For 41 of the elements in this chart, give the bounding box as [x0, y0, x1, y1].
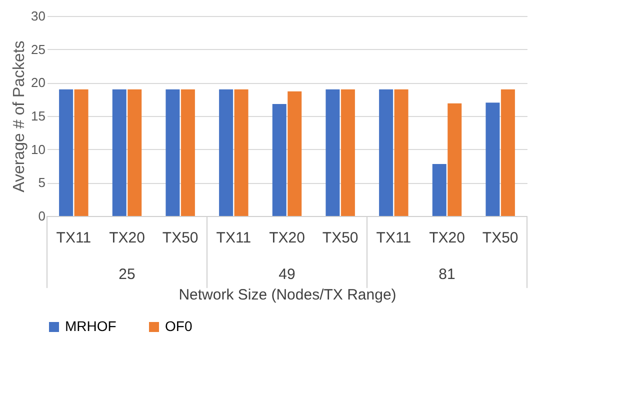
- x-tick-label: TX50: [482, 230, 518, 246]
- bar: [272, 104, 286, 216]
- bar: [340, 89, 355, 216]
- x-tick-label: TX20: [429, 230, 465, 246]
- text: 49: [278, 266, 296, 283]
- legend-label: OF0: [165, 318, 192, 334]
- y-tick-label: 15: [31, 108, 46, 124]
- x-tick-label: TX20: [109, 230, 145, 246]
- text: 25: [118, 266, 136, 283]
- bar: [234, 89, 248, 216]
- bar: [288, 91, 302, 216]
- bar: [112, 89, 126, 216]
- bar: [326, 89, 340, 216]
- x-tick-label: TX50: [322, 230, 358, 246]
- y-tick-label: 30: [31, 8, 46, 24]
- legend-label: MRHOF: [65, 318, 116, 334]
- bar: [59, 89, 74, 216]
- bar: [180, 89, 195, 216]
- y-axis-title: Average # of Packets: [11, 40, 28, 192]
- bar: [74, 89, 88, 216]
- bar: [448, 103, 462, 216]
- y-tick-label: 20: [31, 75, 46, 90]
- bar: [486, 102, 500, 216]
- x-axis-title: Network Size (Nodes/TX Range): [178, 286, 396, 304]
- bar: [500, 89, 515, 216]
- bar: [166, 89, 180, 216]
- x-tick-label: TX50: [162, 230, 198, 246]
- x-tick-label: TX11: [56, 230, 92, 246]
- bar: [394, 89, 408, 216]
- y-tick-label: 0: [38, 208, 46, 224]
- bar: [128, 89, 142, 216]
- y-tick-label: 25: [31, 42, 46, 57]
- x-tick-label: TX20: [269, 230, 305, 246]
- text: 81: [438, 266, 456, 283]
- bar: [379, 89, 394, 216]
- y-tick-label: 10: [31, 142, 46, 157]
- y-tick-label: 5: [38, 175, 46, 190]
- bar: [219, 89, 234, 216]
- x-tick-label: TX11: [216, 230, 252, 246]
- x-tick-label: TX11: [376, 230, 412, 246]
- bar: [432, 164, 446, 216]
